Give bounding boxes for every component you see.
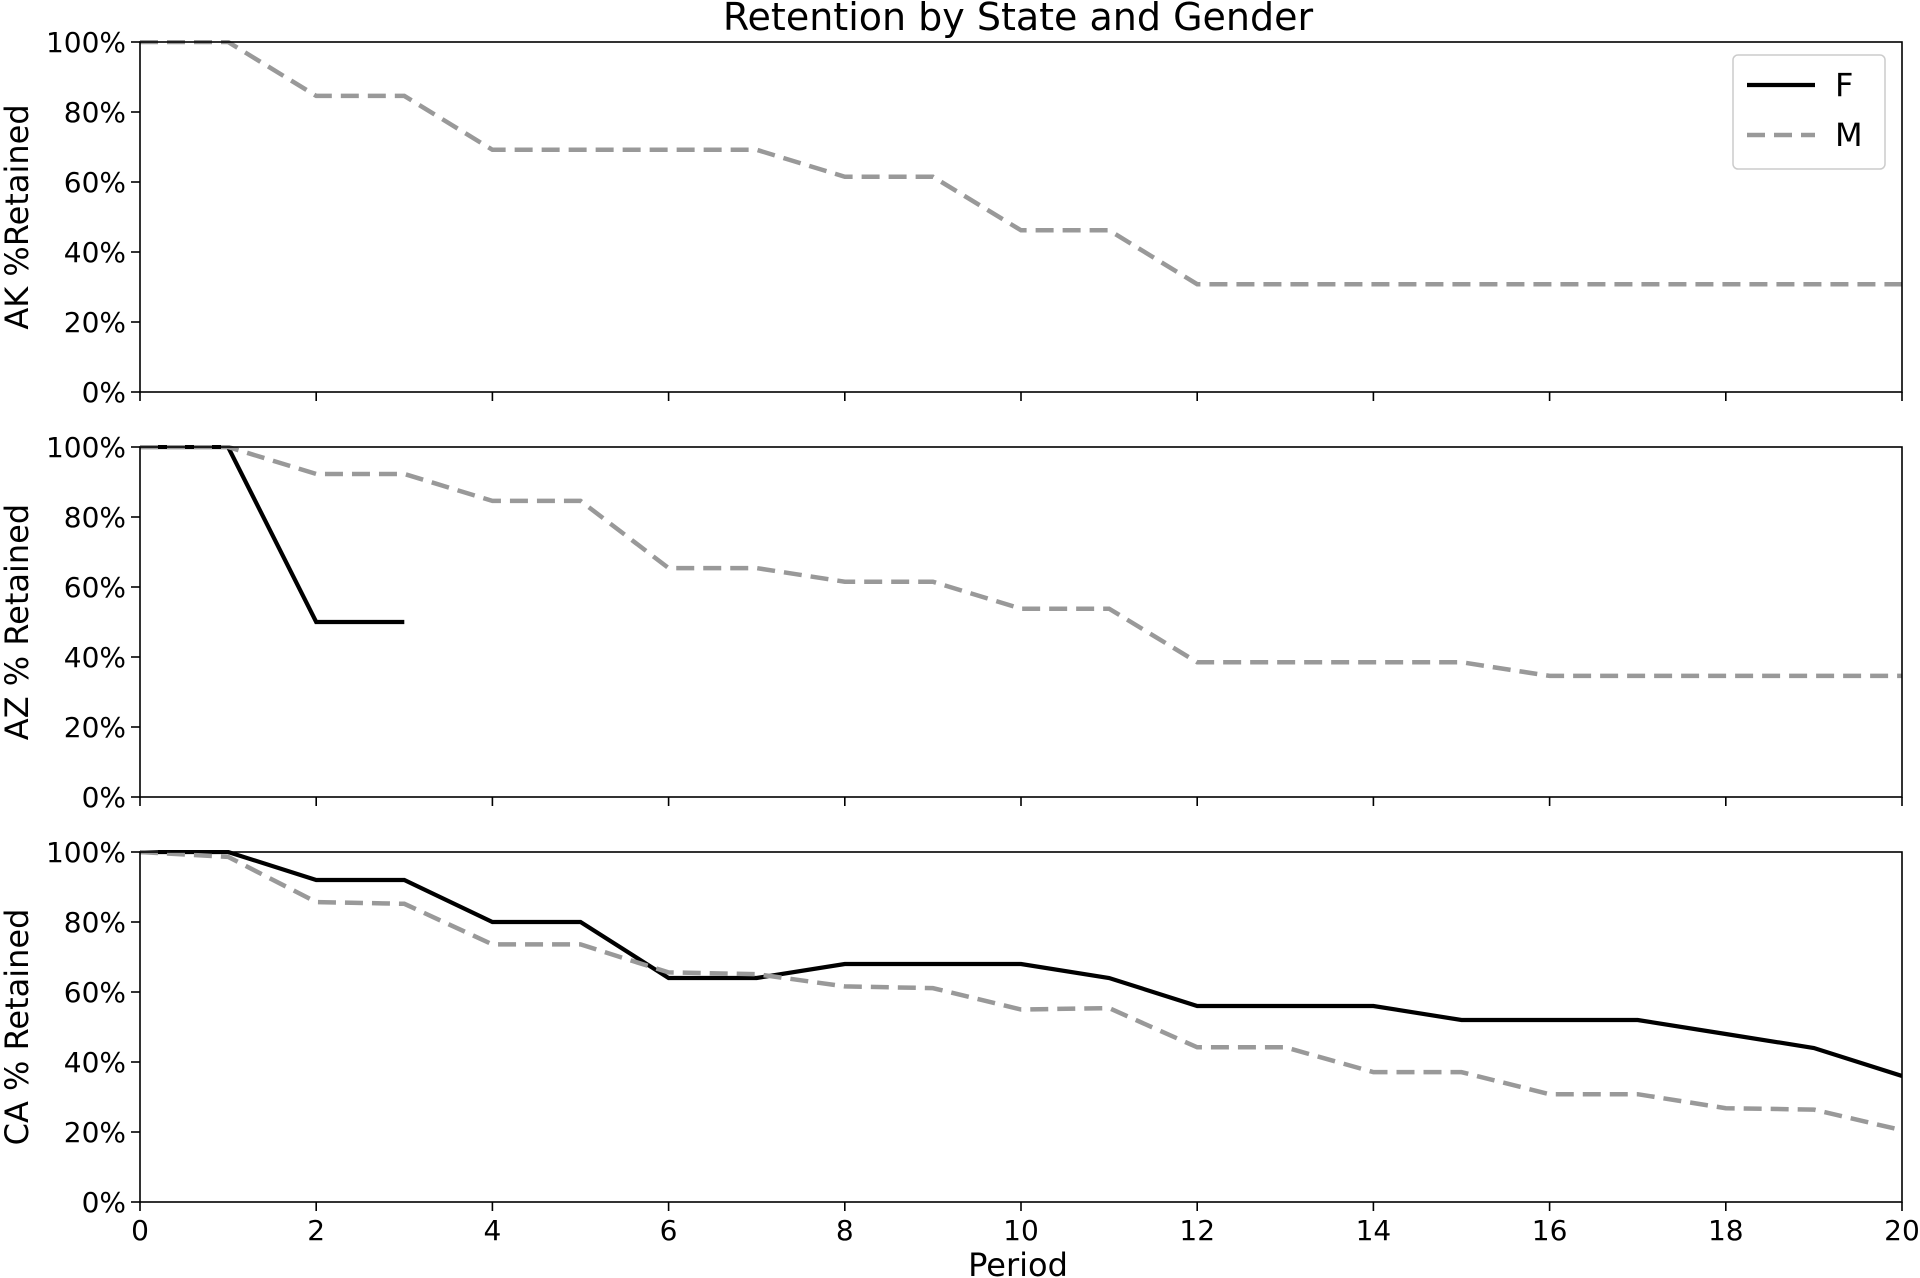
chart-title: Retention by State and Gender [723, 0, 1314, 39]
y-axis-label: CA % Retained [0, 909, 36, 1146]
series-line-M [140, 445, 1902, 679]
y-tick-label: 0% [82, 1186, 126, 1219]
x-tick-label: 12 [1179, 1214, 1215, 1247]
legend-label-F: F [1835, 66, 1853, 104]
x-tick-label: 14 [1356, 1214, 1392, 1247]
y-tick-label: 40% [64, 1046, 126, 1079]
series-line-M [140, 40, 1902, 287]
y-tick-label: 0% [82, 781, 126, 814]
series-line-F [140, 850, 1902, 1079]
y-tick-label: 60% [64, 571, 126, 604]
y-tick-label: 80% [64, 501, 126, 534]
x-tick-label: 6 [660, 1214, 678, 1247]
y-tick-label: 100% [46, 836, 126, 869]
legend-label-M: M [1835, 116, 1863, 154]
x-tick-label: 4 [483, 1214, 501, 1247]
panel-1: 0% 20% 40% 60% 80% 100% AZ % Retained [0, 431, 1903, 814]
x-tick-label: 16 [1532, 1214, 1568, 1247]
y-tick-label: 60% [64, 976, 126, 1009]
y-tick-label: 20% [64, 306, 126, 339]
legend: FM [1732, 54, 1886, 170]
x-axis-label: Period [968, 1246, 1068, 1278]
x-tick-label: 10 [1003, 1214, 1039, 1247]
series-line-M [140, 850, 1902, 1133]
plot-frame [139, 851, 1903, 1203]
y-tick-label: 100% [46, 431, 126, 464]
y-tick-label: 20% [64, 1116, 126, 1149]
panel-0: 0% 20% 40% 60% 80% 100% AK %Retained FM [0, 26, 1903, 409]
y-tick-label: 80% [64, 906, 126, 939]
y-axis-label: AK %Retained [0, 104, 36, 329]
x-tick-label: 0 [131, 1214, 149, 1247]
y-tick-label: 60% [64, 166, 126, 199]
y-tick-label: 40% [64, 641, 126, 674]
x-tick-label: 18 [1708, 1214, 1744, 1247]
x-tick-label: 2 [307, 1214, 325, 1247]
y-tick-label: 80% [64, 96, 126, 129]
plot-frame [139, 41, 1903, 393]
x-tick-label: 20 [1884, 1214, 1920, 1247]
panels: 0%20%40%60%80%100%AK %RetainedFM0%20%40%… [0, 26, 1920, 1247]
plot-frame [139, 446, 1903, 798]
y-tick-label: 100% [46, 26, 126, 59]
x-tick-label: 8 [836, 1214, 854, 1247]
y-tick-label: 40% [64, 236, 126, 269]
y-tick-label: 0% [82, 376, 126, 409]
panel-2: 0% 20% 40% 60% 80% 100% CA % Retained 0 2 4 6 8 10 12… [0, 836, 1920, 1247]
y-axis-label: AZ % Retained [0, 504, 36, 740]
y-tick-label: 20% [64, 711, 126, 744]
